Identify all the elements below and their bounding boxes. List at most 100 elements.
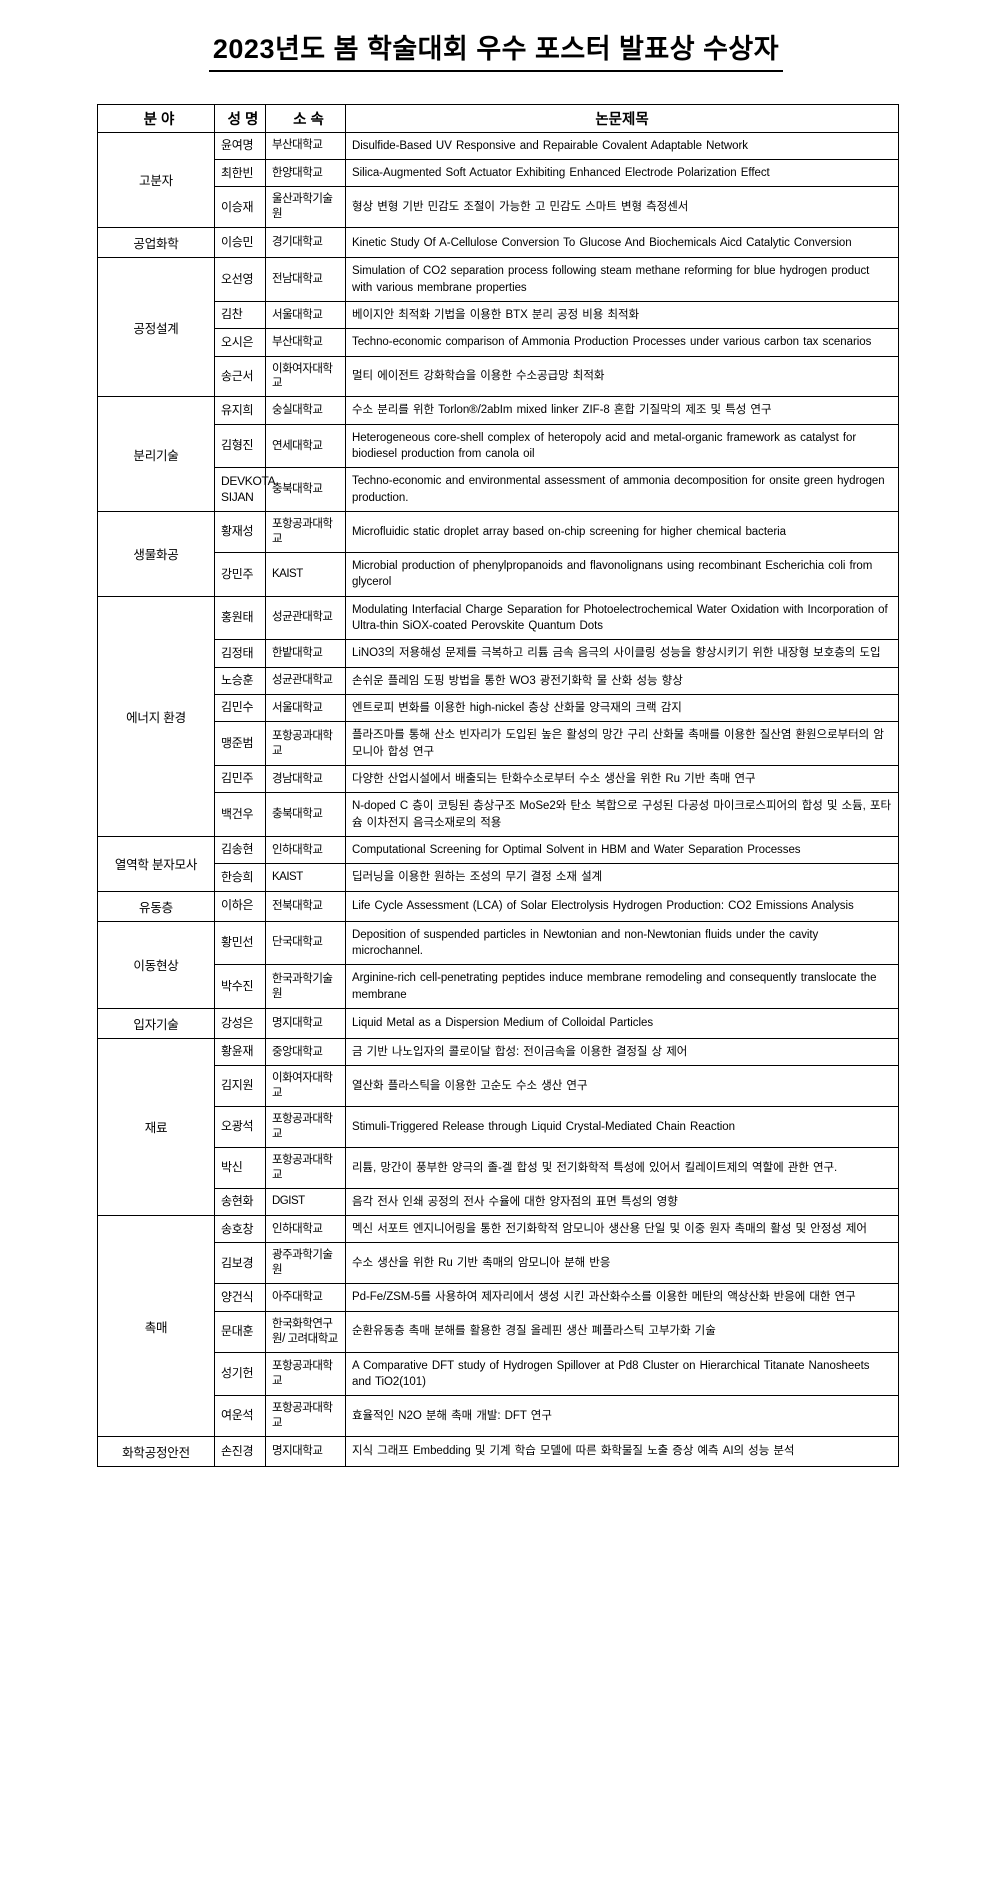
table-row: 백건우 충북대학교 N-doped C 층이 코팅된 층상구조 MoSe2와 탄소 … xyxy=(98,792,899,837)
table-row: 이동현상 황민선 단국대학교 Deposition of suspended part… xyxy=(97,920,899,1009)
cell-paper-title: 엔트로피 변화를 이용한 high-nickel 층상 산화물 양극재의 크랙 … xyxy=(345,693,899,723)
table-row: DEVKOTA SIJAN 충북대학교 Techno-economic and en… xyxy=(98,467,899,513)
award-winners-table: 분 야 성 명 소 속 논문제목 고분자 윤여명 부산대학교 Disulfide-Ba… xyxy=(97,103,899,1468)
cell-name: 노승훈 xyxy=(214,666,266,695)
table-row: 김민주 경남대학교 다양한 산업시설에서 배출되는 탄화수소로부터 수소 생산을 위… xyxy=(98,764,899,794)
table-header-row: 분 야 성 명 소 속 논문제목 xyxy=(97,103,899,133)
cell-paper-title: 음각 전사 인쇄 공정의 전사 수율에 대한 양자점의 표면 특성의 영향 xyxy=(345,1187,899,1217)
cell-paper-title: Microbial production of phenylpropanoids… xyxy=(345,551,899,597)
table-row: 강민주 KAIST Microbial production of phenylpr… xyxy=(98,551,899,597)
cell-paper-title: 다양한 산업시설에서 배출되는 탄화수소로부터 수소 생산을 위한 Ru 기반 … xyxy=(345,764,899,794)
page-title: 2023년도 봄 학술대회 우수 포스터 발표상 수상자 xyxy=(208,32,784,72)
cell-name: DEVKOTA SIJAN xyxy=(214,467,276,513)
cell-name: 유지희 xyxy=(214,396,266,425)
cell-paper-title: 베이지안 최적화 기법을 이용한 BTX 분리 공정 비용 최적화 xyxy=(345,300,899,330)
cell-field: 열역학 분자모사 xyxy=(97,835,215,892)
cell-paper-title: Kinetic Study Of A-Cellulose Conversion … xyxy=(345,227,899,259)
cell-paper-title: 형상 변형 기반 민감도 조절이 가능한 고 민감도 스마트 변형 측정센서 xyxy=(345,186,899,229)
cell-paper-title: 플라즈마를 통해 산소 빈자리가 도입된 높은 활성의 망간 구리 산화물 촉매… xyxy=(345,721,899,766)
cell-name: 황윤재 xyxy=(214,1037,266,1067)
table-body: 고분자 윤여명 부산대학교 Disulfide-Based UV Responsive… xyxy=(97,131,899,1468)
table-row: 박수진 한국과학기술원 Arginine-rich cell-penetrating… xyxy=(98,964,899,1009)
cell-name: 백건우 xyxy=(214,792,266,837)
title-container: 2023년도 봄 학술대회 우수 포스터 발표상 수상자 xyxy=(0,0,992,104)
table-row: 최한빈 한양대학교 Silica-Augmented Soft Actuator E… xyxy=(98,159,899,188)
cell-paper-title: 금 기반 나노입자의 콜로이달 합성: 전이금속을 이용한 결정질 상 제어 xyxy=(345,1037,899,1067)
cell-affiliation: 한밭대학교 xyxy=(265,639,346,668)
cell-name: 맹준범 xyxy=(214,721,266,766)
cell-name: 오시은 xyxy=(214,328,266,357)
table-row: 고분자 윤여명 부산대학교 Disulfide-Based UV Responsive… xyxy=(97,131,899,229)
cell-name: 김지원 xyxy=(214,1065,266,1108)
cell-name: 김찬 xyxy=(214,300,266,330)
cell-field: 고분자 xyxy=(97,131,215,229)
table-row: 생물화공 황재성 포항공과대학교 Microfluidic static drople… xyxy=(97,511,899,597)
cell-affiliation: 부산대학교 xyxy=(265,131,346,161)
cell-affiliation: 충북대학교 xyxy=(265,467,346,513)
table-row: 유동층 이하은 전북대학교 Life Cycle Assessment (LCA) o… xyxy=(97,890,899,922)
cell-name: 박수진 xyxy=(214,964,266,1009)
table-row: 열역학 분자모사 김송현 인하대학교 Computational Screening … xyxy=(97,835,899,892)
cell-affiliation: 포항공과대학교 xyxy=(265,721,346,766)
cell-affiliation: 광주과학기술원 xyxy=(265,1242,346,1285)
cell-name: 윤여명 xyxy=(214,131,266,161)
cell-affiliation: KAIST xyxy=(265,863,346,892)
cell-affiliation: 연세대학교 xyxy=(265,423,346,469)
cell-name: 김송현 xyxy=(214,835,266,865)
cell-name: 송근서 xyxy=(214,355,266,398)
table-row: 박신 포항공과대학교 리튬, 망간이 풍부한 양극의 졸-겔 합성 및 전기화학적 … xyxy=(98,1146,899,1189)
cell-name: 최한빈 xyxy=(214,159,266,188)
cell-paper-title: 효율적인 N2O 분해 촉매 개발: DFT 연구 xyxy=(345,1395,899,1438)
cell-affiliation: 포항공과대학교 xyxy=(265,511,346,553)
cell-field: 화학공정안전 xyxy=(97,1436,215,1468)
cell-paper-title: Techno-economic and environmental assess… xyxy=(345,467,899,513)
table-row: 문대훈 한국화학연구원/ 고려대학교 순환유동층 촉매 분해를 활용한 경질 올레핀… xyxy=(98,1310,899,1353)
cell-affiliation: 경남대학교 xyxy=(265,764,346,794)
cell-affiliation: KAIST xyxy=(265,551,346,597)
table-container: 분 야 성 명 소 속 논문제목 고분자 윤여명 부산대학교 Disulfide-Ba… xyxy=(0,103,992,1468)
table-row: 김찬 서울대학교 베이지안 최적화 기법을 이용한 BTX 분리 공정 비용 최적화 xyxy=(98,300,899,330)
cell-field: 촉매 xyxy=(97,1215,215,1438)
award-list-page: 2023년도 봄 학술대회 우수 포스터 발표상 수상자 분 야 성 명 소 속… xyxy=(0,0,992,1468)
cell-paper-title: Silica-Augmented Soft Actuator Exhibitin… xyxy=(345,159,899,188)
cell-paper-title: Deposition of suspended particles in New… xyxy=(345,920,899,966)
cell-affiliation: 숭실대학교 xyxy=(265,396,346,425)
cell-name: 오광석 xyxy=(214,1106,266,1148)
cell-affiliation: 단국대학교 xyxy=(265,920,346,966)
table-row: 양건식 아주대학교 Pd-Fe/ZSM-5를 사용하여 제자리에서 생성 시킨 과산… xyxy=(98,1283,899,1312)
cell-affiliation: 성균관대학교 xyxy=(265,666,346,695)
cell-affiliation: 한국과학기술원 xyxy=(265,964,346,1009)
table-row: 송근서 이화여자대학교 멀티 에이전트 강화학습을 이용한 수소공급망 최적화 xyxy=(98,355,899,398)
cell-name: 김민수 xyxy=(214,693,266,723)
table-row: 오시은 부산대학교 Techno-economic comparison of Am… xyxy=(98,328,899,357)
cell-affiliation: 인하대학교 xyxy=(265,1215,346,1244)
column-header-affiliation: 소 속 xyxy=(265,103,346,133)
cell-paper-title: A Comparative DFT study of Hydrogen Spil… xyxy=(345,1351,899,1397)
cell-name: 김형진 xyxy=(214,423,266,469)
cell-paper-title: 멀티 에이전트 강화학습을 이용한 수소공급망 최적화 xyxy=(345,355,899,398)
cell-paper-title: Heterogeneous core-shell complex of hete… xyxy=(345,423,899,469)
cell-affiliation: 아주대학교 xyxy=(265,1283,346,1312)
table-row: 노승훈 성균관대학교 손쉬운 플레임 도핑 방법을 통한 WO3 광전기화학 물 산… xyxy=(98,666,899,695)
cell-affiliation: 포항공과대학교 xyxy=(265,1106,346,1148)
table-row: 여운석 포항공과대학교 효율적인 N2O 분해 촉매 개발: DFT 연구 xyxy=(98,1395,899,1438)
cell-paper-title: 딥러닝을 이용한 원하는 조성의 무기 결정 소재 설계 xyxy=(345,863,899,892)
cell-paper-title: Arginine-rich cell-penetrating peptides … xyxy=(345,964,899,1009)
cell-affiliation: 이화여자대학교 xyxy=(265,355,346,398)
cell-affiliation: 부산대학교 xyxy=(265,328,346,357)
cell-paper-title: 손쉬운 플레임 도핑 방법을 통한 WO3 광전기화학 물 산화 성능 향상 xyxy=(345,666,899,695)
cell-field: 에너지 환경 xyxy=(97,595,215,837)
cell-affiliation: 중앙대학교 xyxy=(265,1037,346,1067)
cell-field: 이동현상 xyxy=(97,920,215,1009)
cell-name: 문대훈 xyxy=(214,1310,266,1353)
cell-paper-title: 수소 분리를 위한 Torlon®/2abIm mixed linker ZIF… xyxy=(345,396,899,425)
cell-name: 홍원태 xyxy=(214,595,266,641)
table-row: 송현화 DGIST 음각 전사 인쇄 공정의 전사 수율에 대한 양자점의 표면 특… xyxy=(98,1187,899,1217)
cell-affiliation: 이화여자대학교 xyxy=(265,1065,346,1108)
table-row: 김보경 광주과학기술원 수소 생산을 위한 Ru 기반 촉매의 암모니아 분해 반응 xyxy=(98,1242,899,1285)
cell-paper-title: 멕신 서포트 엔지니어링을 통한 전기화학적 암모니아 생산용 단일 및 이중 … xyxy=(345,1215,899,1244)
cell-paper-title: 수소 생산을 위한 Ru 기반 촉매의 암모니아 분해 반응 xyxy=(345,1242,899,1285)
cell-paper-title: 열산화 플라스틱을 이용한 고순도 수소 생산 연구 xyxy=(345,1065,899,1108)
cell-affiliation: 포항공과대학교 xyxy=(265,1395,346,1438)
cell-paper-title: Microfluidic static droplet array based … xyxy=(345,511,899,553)
